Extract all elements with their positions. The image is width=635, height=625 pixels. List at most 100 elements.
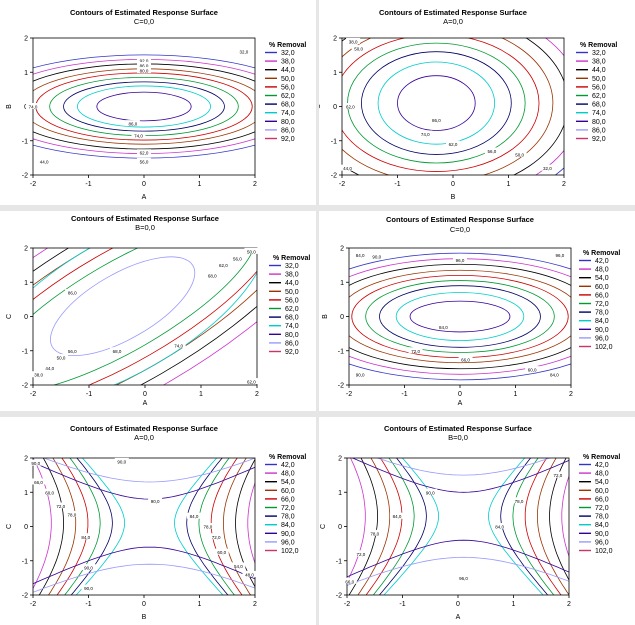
- y-tick-label: -2: [338, 383, 344, 390]
- contour-label-bg: [205, 271, 220, 278]
- contour-line: [536, 458, 569, 595]
- y-tick-label: -1: [336, 558, 342, 565]
- legend-label: 86,0: [592, 127, 606, 134]
- contour-label: 66,0: [345, 579, 354, 584]
- legend-label: 92,0: [592, 136, 606, 143]
- contour-label-bg: [242, 570, 257, 577]
- legend-label: 54,0: [281, 479, 295, 486]
- x-axis-label: A: [456, 614, 461, 621]
- y-tick-label: 0: [340, 314, 344, 321]
- contour-label-bg: [110, 347, 124, 354]
- contour-label: 78,0: [370, 531, 379, 536]
- y-tick-label: 0: [24, 314, 28, 321]
- contour-chart-5: Contours of Estimated Response SurfaceA=…: [6, 424, 313, 621]
- contour-group: [347, 458, 569, 595]
- x-tick-label: 2: [255, 391, 259, 398]
- y-axis-label: C: [6, 314, 13, 319]
- contour-line: [488, 458, 544, 595]
- contour-chart-4: Contours of Estimated Response SurfaceC=…: [322, 215, 627, 407]
- contour-line: [348, 458, 378, 595]
- legend-label: 50,0: [592, 76, 606, 83]
- y-tick-label: -2: [22, 593, 28, 600]
- legend-title: % Removal: [273, 255, 310, 262]
- legend-label: 102,0: [281, 548, 299, 555]
- x-tick-label: 1: [198, 601, 202, 608]
- legend-label: 48,0: [595, 471, 609, 478]
- contour-label: 90,0: [426, 490, 435, 495]
- legend-label: 90,0: [595, 327, 609, 334]
- contour-label-bg: [125, 120, 140, 127]
- legend-label: 42,0: [595, 258, 609, 265]
- contour-label-bg: [42, 488, 57, 495]
- contour-group: [342, 38, 564, 175]
- contour-label-bg: [42, 364, 57, 371]
- x-tick-label: -1: [85, 601, 91, 608]
- legend-label: 68,0: [592, 102, 606, 109]
- contour-label: 80,0: [140, 69, 149, 74]
- contour-label: 72,0: [554, 473, 563, 478]
- contour-label: 54,0: [234, 564, 243, 569]
- contour-label-bg: [408, 347, 423, 354]
- contour-line: [395, 292, 525, 341]
- contour-label: 38,0: [349, 39, 358, 44]
- x-tick-label: 1: [198, 181, 202, 188]
- contour-line: [347, 458, 366, 583]
- x-tick-label: 2: [253, 181, 257, 188]
- contour-line: [347, 42, 526, 164]
- contour-label-bg: [346, 37, 361, 44]
- contour-line: [235, 458, 255, 588]
- legend-label: 74,0: [285, 323, 299, 330]
- contour-label-bg: [353, 251, 368, 258]
- legend-label: 102,0: [595, 548, 613, 555]
- y-tick-label: 2: [24, 456, 28, 463]
- contour-label: 56,0: [68, 349, 77, 354]
- chart-subtitle: C=0,0: [134, 17, 154, 26]
- x-tick-label: 0: [142, 601, 146, 608]
- contour-label-bg: [81, 564, 96, 571]
- legend-label: 32,0: [592, 50, 606, 57]
- contour-label: 60,0: [45, 490, 54, 495]
- contour-label: 74,0: [174, 344, 183, 349]
- legend-label: 38,0: [281, 59, 295, 66]
- contour-line: [561, 475, 569, 558]
- contour-line: [33, 563, 255, 593]
- contour-label: 72,0: [411, 349, 420, 354]
- contour-line: [379, 285, 541, 348]
- contour-label-bg: [137, 67, 151, 74]
- contour-label: 50,0: [515, 152, 524, 157]
- legend-label: 72,0: [281, 505, 295, 512]
- contour-chart-2: Contours of Estimated Response SurfaceA=…: [319, 8, 624, 201]
- contour-label-bg: [65, 289, 80, 296]
- legend-label: 86,0: [281, 127, 295, 134]
- legend-label: 44,0: [592, 67, 606, 74]
- contour-line: [35, 72, 253, 141]
- contour-label: 56,0: [487, 149, 496, 154]
- y-tick-label: -1: [22, 348, 28, 355]
- contour-label-bg: [367, 529, 382, 536]
- legend-label: 68,0: [285, 315, 299, 322]
- contour-label: 84,0: [439, 325, 448, 330]
- legend-label: 80,0: [285, 332, 299, 339]
- contour-line: [247, 481, 255, 565]
- contour-line: [33, 546, 255, 585]
- contour-label: 84,0: [393, 514, 402, 519]
- legend-label: 62,0: [281, 93, 295, 100]
- contour-label-bg: [540, 164, 555, 171]
- legend-label: 86,0: [285, 340, 299, 347]
- x-axis-label: A: [142, 194, 147, 201]
- contour-chart-6: Contours of Estimated Response SurfaceB=…: [320, 424, 627, 621]
- contour-label-bg: [209, 533, 224, 540]
- contour-line: [174, 458, 224, 595]
- contour-line: [357, 458, 391, 595]
- legend-label: 78,0: [595, 514, 609, 521]
- contour-line: [42, 458, 255, 483]
- y-tick-label: 1: [340, 280, 344, 287]
- x-tick-label: -2: [30, 391, 36, 398]
- legend-label: 90,0: [595, 531, 609, 538]
- contour-label-bg: [492, 523, 507, 529]
- x-tick-label: 1: [512, 601, 516, 608]
- chart-title: Contours of Estimated Response Surface: [384, 424, 532, 433]
- contour-label: 38,0: [34, 373, 43, 378]
- y-tick-label: 1: [338, 490, 342, 497]
- contour-label-bg: [131, 132, 146, 139]
